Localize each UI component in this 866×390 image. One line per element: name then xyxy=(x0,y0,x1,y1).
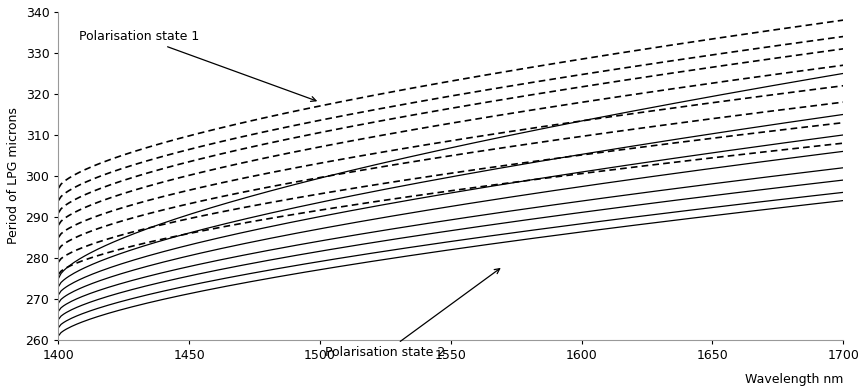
Text: Wavelength nm: Wavelength nm xyxy=(745,373,843,386)
Text: Polarisation state 1: Polarisation state 1 xyxy=(80,30,316,101)
Y-axis label: Period of LPG microns: Period of LPG microns xyxy=(7,108,20,245)
Text: Polarisation state 2: Polarisation state 2 xyxy=(326,269,500,359)
